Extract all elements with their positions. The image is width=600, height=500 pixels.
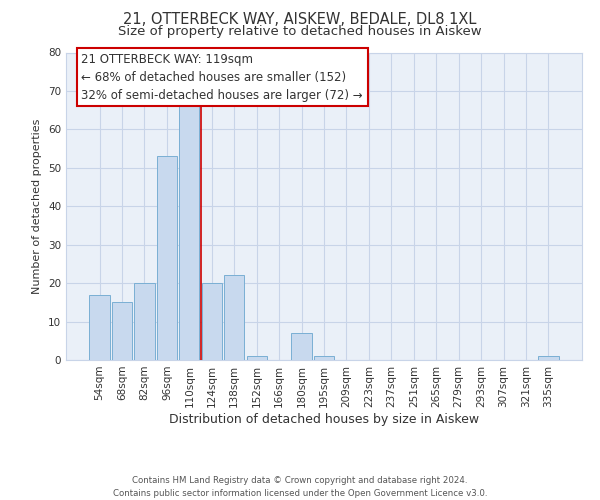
Text: 21 OTTERBECK WAY: 119sqm
← 68% of detached houses are smaller (152)
32% of semi-: 21 OTTERBECK WAY: 119sqm ← 68% of detach…: [82, 52, 363, 102]
Bar: [224, 276, 244, 360]
Bar: [134, 283, 155, 360]
Bar: [202, 283, 222, 360]
Bar: [112, 302, 132, 360]
Bar: [157, 156, 177, 360]
X-axis label: Distribution of detached houses by size in Aiskew: Distribution of detached houses by size …: [169, 412, 479, 426]
Text: Size of property relative to detached houses in Aiskew: Size of property relative to detached ho…: [118, 25, 482, 38]
Bar: [247, 356, 267, 360]
Y-axis label: Number of detached properties: Number of detached properties: [32, 118, 43, 294]
Bar: [538, 356, 559, 360]
Bar: [89, 294, 110, 360]
Bar: [314, 356, 334, 360]
Text: Contains HM Land Registry data © Crown copyright and database right 2024.
Contai: Contains HM Land Registry data © Crown c…: [113, 476, 487, 498]
Bar: [179, 102, 199, 360]
Bar: [292, 333, 311, 360]
Text: 21, OTTERBECK WAY, AISKEW, BEDALE, DL8 1XL: 21, OTTERBECK WAY, AISKEW, BEDALE, DL8 1…: [124, 12, 476, 28]
